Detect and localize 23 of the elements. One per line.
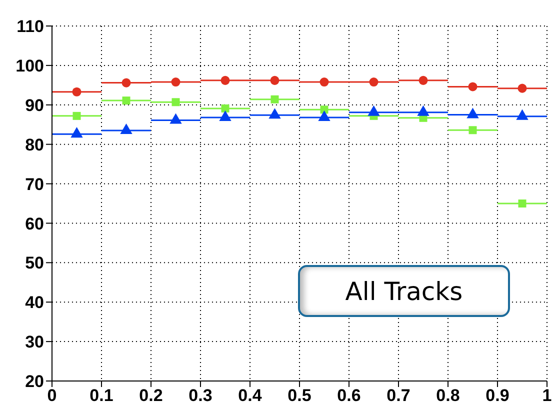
y-tick-label: 110 — [16, 17, 44, 36]
y-tick-label: 50 — [25, 254, 44, 273]
x-tick-label: 0.2 — [139, 386, 163, 406]
x-tick-label: 0 — [47, 386, 57, 406]
label-box: All Tracks — [298, 265, 510, 317]
y-tick-label: 60 — [25, 214, 44, 234]
x-tick-label: 1 — [542, 386, 552, 406]
x-tick-label: 0.6 — [337, 386, 361, 406]
x-tick-label: 0.1 — [90, 386, 114, 406]
x-tick-label: 0.3 — [188, 386, 212, 406]
x-tick-label: 0.7 — [386, 386, 410, 406]
x-tick-label: 0.5 — [288, 386, 312, 406]
annotation: All Tracks — [345, 276, 463, 306]
y-tick-label: 70 — [25, 174, 44, 194]
x-tick-label: 0.4 — [238, 386, 262, 406]
x-tick-label: 0.9 — [486, 386, 510, 406]
y-tick-label: 20 — [25, 372, 44, 392]
y-tick-label: 90 — [25, 96, 44, 115]
y-tick-label: 80 — [25, 135, 44, 154]
y-tick-label: 40 — [25, 293, 44, 312]
y-tick-label: 30 — [25, 332, 44, 352]
y-tick-label: 100 — [16, 56, 44, 76]
x-tick-label: 0.8 — [436, 386, 460, 406]
